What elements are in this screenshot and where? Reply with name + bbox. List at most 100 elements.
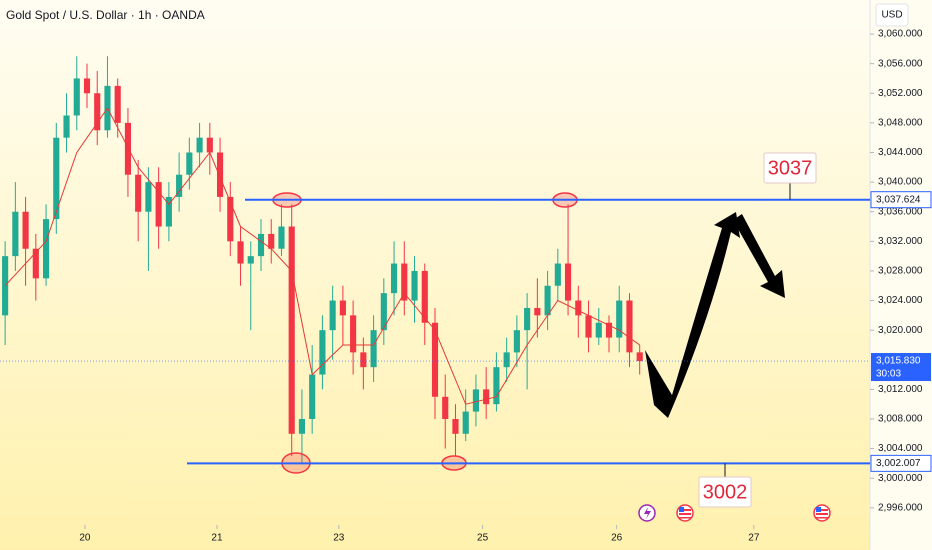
candle-body xyxy=(401,263,408,301)
candle-body xyxy=(390,263,398,294)
candle-body xyxy=(155,182,162,227)
candle-body xyxy=(73,78,80,116)
annotation-box xyxy=(698,476,752,508)
y-tick-label: 3,020.000 xyxy=(878,325,923,336)
candle-body xyxy=(268,233,275,249)
level-price-label: 3,037.624 xyxy=(876,194,921,205)
y-tick-label: 3,032.000 xyxy=(878,236,923,247)
currency-label[interactable]: USD xyxy=(881,10,902,21)
y-tick-label: 3,028.000 xyxy=(878,266,923,277)
candle-body xyxy=(616,300,623,338)
candle-body xyxy=(554,263,561,286)
candle-body xyxy=(12,211,19,257)
candle-body xyxy=(462,411,469,434)
candle-body xyxy=(421,270,428,323)
candle-body xyxy=(585,315,592,338)
candle-body xyxy=(534,307,541,316)
candle-body xyxy=(165,196,172,227)
countdown-label: 30:03 xyxy=(876,369,901,380)
candle-body xyxy=(564,263,572,301)
level-price-box xyxy=(870,191,932,209)
moving-average xyxy=(4,107,640,405)
candle-body xyxy=(247,256,254,264)
candle-body xyxy=(380,293,387,331)
y-tick-label: 3,056.000 xyxy=(878,58,923,69)
candle-body xyxy=(114,85,121,123)
candle-body xyxy=(503,352,510,368)
current-price-label: 3,015.830 xyxy=(876,356,921,367)
x-tick-label: 20 xyxy=(79,533,91,544)
chart-title: Gold Spot / U.S. Dollar · 1h · OANDA xyxy=(6,8,205,22)
candle-body xyxy=(524,307,531,331)
annotation-label: 3002 xyxy=(703,481,748,503)
candle-body xyxy=(176,174,183,197)
projection-arrow xyxy=(645,212,740,418)
candle-body xyxy=(329,300,336,331)
projection-arrow xyxy=(733,214,785,298)
candle-body xyxy=(575,300,582,316)
x-tick-label: 27 xyxy=(748,533,760,544)
candle-body xyxy=(339,300,346,316)
candle-body xyxy=(186,152,193,175)
candle-body xyxy=(2,256,9,316)
candle-body xyxy=(22,211,29,249)
y-tick-label: 3,024.000 xyxy=(878,295,923,306)
candle-body xyxy=(452,418,459,434)
x-tick-label: 21 xyxy=(211,533,223,544)
y-tick-label: 3,060.000 xyxy=(878,29,923,40)
y-tick-label: 3,052.000 xyxy=(878,88,923,99)
candle-body xyxy=(370,330,377,368)
candle-body xyxy=(42,219,50,279)
candle-body xyxy=(431,322,439,397)
candle-body xyxy=(124,122,132,175)
candle-body xyxy=(493,367,500,405)
plot-area xyxy=(2,56,643,464)
candle-body xyxy=(196,137,203,153)
annotation-box xyxy=(763,152,817,184)
y-tick-label: 3,040.000 xyxy=(878,177,923,188)
candle-body xyxy=(135,174,142,212)
candle-body xyxy=(595,322,602,338)
candle-body xyxy=(83,78,91,94)
level-price-box xyxy=(870,454,932,472)
y-tick-label: 3,008.000 xyxy=(878,414,923,425)
y-tick-label: 3,000.000 xyxy=(878,473,923,484)
y-tick-label: 3,004.000 xyxy=(878,443,923,454)
candle-body xyxy=(605,322,613,338)
candle-body xyxy=(94,93,101,131)
candle-body xyxy=(206,137,213,153)
candle-body xyxy=(32,248,39,279)
candle-body xyxy=(513,330,520,353)
level-price-label: 3,002.007 xyxy=(876,458,921,469)
candle-body xyxy=(288,226,295,434)
candle-body xyxy=(636,352,643,362)
candle-body xyxy=(257,233,265,257)
x-tick-label: 26 xyxy=(611,533,623,544)
y-tick-label: 3,012.000 xyxy=(878,384,923,395)
candle-body xyxy=(626,300,633,353)
candle-body xyxy=(319,330,326,375)
x-tick-label: 23 xyxy=(333,533,345,544)
candle-body xyxy=(309,374,316,419)
current-price-box xyxy=(871,353,931,382)
y-tick-label: 3,036.000 xyxy=(878,206,923,217)
y-tick-label: 2,996.000 xyxy=(878,502,923,513)
candle-body xyxy=(227,196,234,242)
y-tick-label: 3,048.000 xyxy=(878,118,923,129)
x-tick-label: 25 xyxy=(477,533,489,544)
currency-button[interactable] xyxy=(875,3,909,27)
candle-body xyxy=(278,226,285,249)
candle-body xyxy=(411,270,418,301)
candle-body xyxy=(298,418,306,434)
candle-body xyxy=(483,389,490,405)
candle-body xyxy=(350,315,357,353)
candle-body xyxy=(216,152,224,197)
candle-body xyxy=(472,389,480,412)
candle-body xyxy=(544,285,551,316)
event-icons xyxy=(638,504,831,522)
candle-body xyxy=(53,137,60,220)
candle-body xyxy=(360,352,367,368)
annotation-label: 3037 xyxy=(768,157,813,179)
